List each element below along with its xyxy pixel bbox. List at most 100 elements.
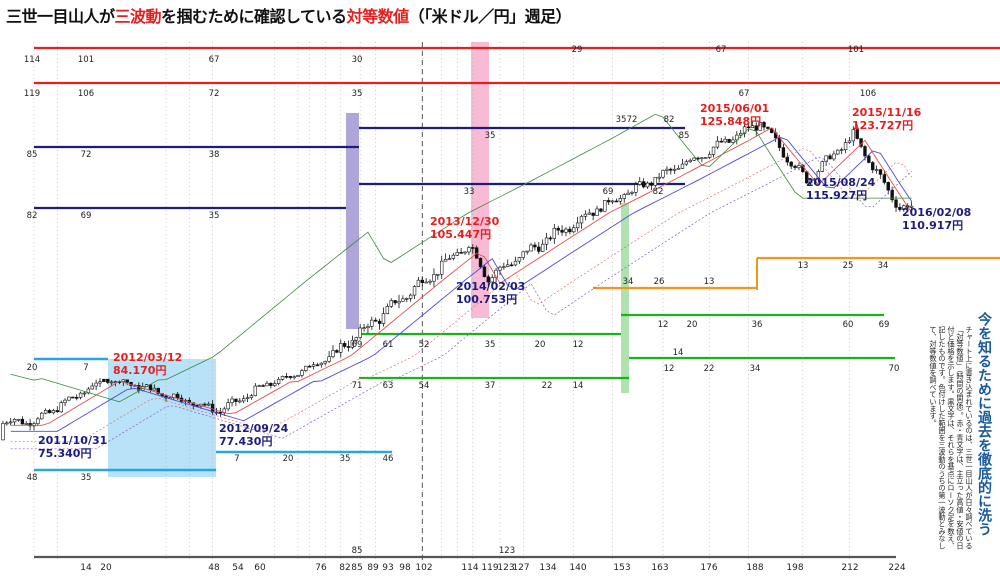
count-label: 30 (352, 55, 363, 65)
price-value-label: 123.727円 (852, 119, 913, 132)
count-label: 46 (383, 454, 394, 464)
count-label: 72 (81, 150, 92, 160)
candle (770, 128, 774, 134)
candle (867, 155, 871, 163)
price-date-label: 2011/10/31 (38, 434, 107, 447)
x-axis-tick-label: 114 (461, 563, 478, 573)
candle (304, 365, 308, 371)
candle (273, 383, 277, 386)
count-label: 85 (352, 546, 363, 556)
candle (261, 385, 265, 387)
candle (902, 205, 906, 210)
candle (758, 122, 762, 131)
x-axis-tick-label: 123 (497, 563, 514, 573)
candle (440, 260, 444, 275)
candle (366, 326, 370, 329)
candle (552, 227, 557, 239)
candle (890, 189, 894, 201)
candle (661, 170, 665, 178)
candle (463, 251, 467, 254)
x-axis-tick-label: 93 (382, 563, 393, 573)
candle (863, 146, 867, 157)
count-label: 34 (750, 364, 761, 374)
x-axis-tick-label: 153 (613, 563, 630, 573)
candle (502, 266, 506, 268)
ma-line-blue (10, 136, 912, 432)
candle (319, 362, 324, 366)
candle (377, 320, 382, 324)
candle (90, 385, 94, 390)
count-label: 38 (209, 150, 220, 160)
candle (43, 410, 48, 414)
candle (148, 384, 153, 391)
candle (393, 300, 397, 304)
candle (746, 126, 751, 129)
candle (828, 155, 832, 160)
candle (836, 149, 840, 155)
x-axis-tick-label: 102 (415, 563, 432, 573)
candle (63, 399, 67, 403)
count-label: 22 (704, 364, 715, 374)
candle (94, 382, 98, 387)
candle (805, 171, 809, 184)
count-label: 82 (653, 187, 664, 197)
candle (307, 365, 312, 368)
count-label: 69 (879, 320, 890, 330)
candle (12, 419, 17, 423)
candle (125, 379, 129, 383)
candle (641, 181, 646, 188)
candle (20, 418, 25, 425)
candle (467, 247, 471, 253)
count-label: 71 (352, 381, 363, 391)
count-label: 7 (83, 363, 88, 373)
candle (241, 398, 246, 402)
count-label: 37 (485, 381, 496, 391)
candle (412, 286, 417, 296)
x-axis-tick-label: 134 (539, 563, 556, 573)
candle (781, 147, 786, 158)
candle (16, 418, 21, 421)
count-label: 70 (889, 364, 900, 374)
price-value-label: 84.170円 (113, 364, 166, 377)
count-label: 25 (843, 261, 854, 271)
price-date-label: 2015/08/24 (806, 176, 876, 189)
count-label: 36 (752, 320, 763, 330)
price-date-label: 2014/02/03 (456, 280, 525, 293)
side-heading: 今を知るために過去を徹底的に洗う (976, 312, 992, 536)
x-axis-tick-label: 140 (569, 563, 586, 573)
candle (591, 212, 595, 216)
count-label: 35 (209, 211, 220, 221)
candle (672, 168, 677, 171)
candle (556, 227, 560, 231)
candle (82, 392, 87, 395)
candle (626, 192, 630, 195)
count-label: 7 (234, 454, 239, 464)
x-axis-tick-label: 127 (512, 563, 529, 573)
candle (451, 254, 456, 259)
candle (754, 125, 758, 131)
candle (195, 405, 199, 407)
x-axis-tick-label: 188 (746, 563, 763, 573)
count-label: 26 (654, 277, 665, 287)
count-label: 35 (352, 89, 363, 99)
candle (692, 157, 696, 161)
price-value-label: 100.753円 (456, 293, 517, 306)
candle (381, 313, 386, 324)
price-value-label: 105.447円 (430, 228, 491, 241)
candle (156, 387, 160, 394)
price-date-label: 2012/09/24 (219, 422, 289, 435)
cloud-span-purple (10, 156, 912, 450)
candle (226, 402, 230, 410)
candle (335, 350, 339, 353)
x-axis-tick-label: 48 (208, 563, 220, 573)
candle (152, 387, 157, 391)
price-value-label: 115.927円 (806, 189, 867, 202)
candle (595, 208, 599, 216)
count-label: 12 (573, 340, 584, 350)
count-label: 35 (485, 131, 496, 141)
candle (843, 142, 848, 150)
count-label: 22 (542, 381, 553, 391)
candle (121, 379, 126, 382)
candle (24, 423, 28, 425)
candle (59, 402, 63, 413)
